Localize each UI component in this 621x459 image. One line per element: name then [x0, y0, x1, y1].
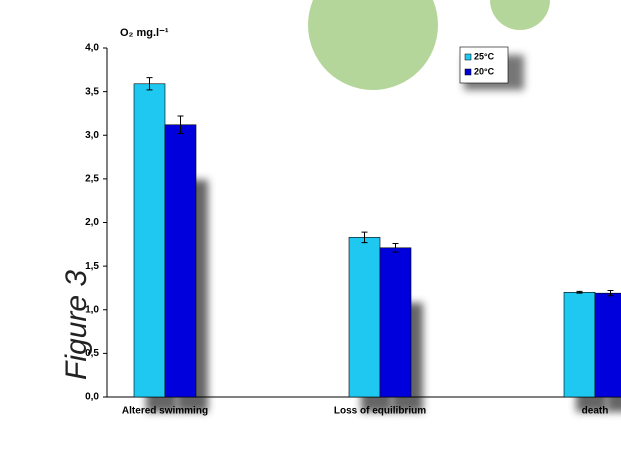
error-bar	[607, 290, 614, 297]
bar	[563, 291, 596, 398]
side-label: Figure 3	[60, 270, 93, 380]
y-tick-label: 4,0	[85, 43, 99, 54]
y-tick-label: 0,0	[85, 392, 99, 403]
y-tick-label: 0,5	[85, 348, 99, 359]
y-tick-label: 2,0	[85, 217, 99, 228]
y-tick-label: 1,5	[85, 261, 99, 272]
y-axis-label: O₂ mg.l⁻¹	[120, 27, 169, 39]
bar	[379, 247, 412, 398]
error-bar	[392, 242, 399, 253]
error-bar	[146, 77, 153, 91]
error-bar	[177, 115, 184, 135]
legend-label: 25°C	[474, 51, 495, 61]
legend-box	[459, 46, 509, 84]
bar	[164, 124, 197, 398]
bar	[594, 292, 621, 398]
decor-circle	[308, 0, 438, 90]
error-bar	[576, 290, 583, 294]
legend-label: 20°C	[474, 66, 495, 76]
y-tick-label: 2,5	[85, 174, 99, 185]
y-tick-label: 3,5	[85, 86, 99, 97]
legend-swatch	[464, 53, 472, 61]
bar	[348, 237, 381, 398]
y-tick-label: 1,0	[85, 304, 99, 315]
x-tick-label: Altered swimming	[122, 406, 208, 417]
x-tick-label: death	[582, 406, 609, 417]
x-tick-label: Loss of equilibrium	[334, 406, 426, 417]
decor-circle	[490, 0, 550, 30]
bar	[133, 83, 166, 398]
legend-swatch	[464, 68, 472, 76]
error-bar	[361, 231, 368, 244]
y-tick-label: 3,0	[85, 130, 99, 141]
